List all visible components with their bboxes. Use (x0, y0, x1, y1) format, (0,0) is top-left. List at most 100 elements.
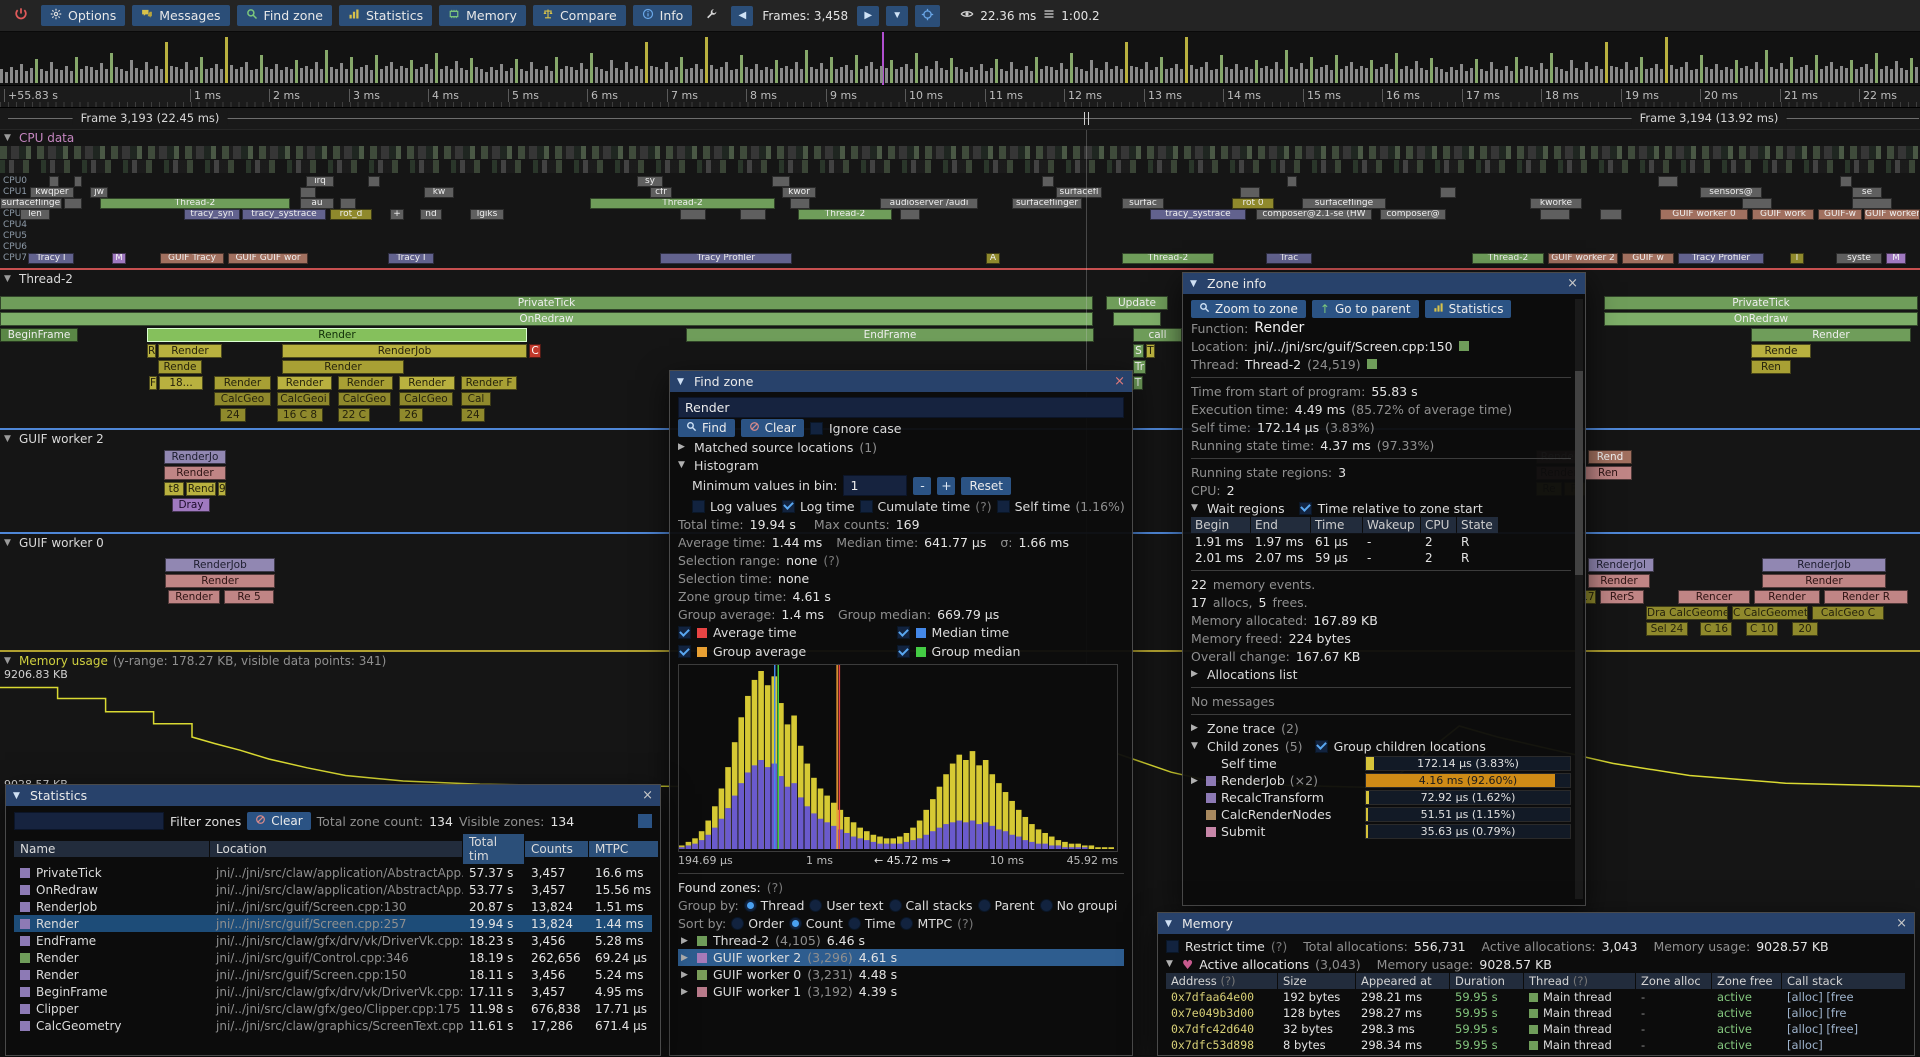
frame-bar[interactable] (170, 66, 173, 83)
legend-checkbox[interactable] (678, 626, 691, 639)
column-header-total-time[interactable]: Total tim (463, 834, 524, 864)
table-row[interactable]: EndFrame jni/../jni/src/claw/gfx/drv/vk/… (14, 932, 652, 949)
timeline-zone[interactable]: Tracy I (388, 253, 434, 264)
frame-bar[interactable] (1120, 69, 1123, 83)
zone-info-titlebar[interactable]: ▼ Zone info × (1183, 273, 1585, 294)
frame-bar[interactable] (15, 70, 18, 83)
frame-bar[interactable] (280, 70, 283, 83)
frame-bar[interactable] (1390, 69, 1393, 83)
frame-bar[interactable] (1495, 69, 1498, 83)
timeline-zone[interactable]: lgiks (470, 209, 504, 220)
timeline-zone[interactable]: Sel 24 (1646, 622, 1688, 636)
frame-bar[interactable] (940, 68, 943, 83)
time-ruler[interactable]: +55.83 s 1 ms 2 ms 3 ms 4 ms 5 ms 6 ms 7 ms 8 ms… (0, 86, 1920, 108)
frame-bar[interactable] (850, 70, 853, 83)
find-zone-histogram[interactable] (678, 664, 1118, 852)
timeline-zone[interactable] (1440, 187, 1456, 198)
frame-bar[interactable] (680, 57, 683, 83)
frame-bar[interactable] (500, 64, 503, 83)
zone-search-input[interactable]: Render (678, 397, 1124, 418)
frame-bar[interactable] (1365, 68, 1368, 83)
frame-bar[interactable] (445, 66, 448, 83)
frame-bar[interactable] (955, 67, 958, 83)
column-header-counts[interactable]: Counts (525, 841, 588, 857)
log-time-checkbox[interactable] (781, 499, 795, 513)
frame-bar[interactable] (45, 71, 48, 83)
frame-bar[interactable] (395, 69, 398, 83)
frame-bar[interactable] (795, 62, 798, 83)
frame-bar[interactable] (1235, 64, 1238, 83)
frame-bar[interactable] (505, 71, 508, 83)
frame-bar[interactable] (1200, 67, 1203, 83)
frame-bar[interactable] (455, 61, 458, 83)
timeline-zone[interactable] (1042, 176, 1054, 187)
timeline-zone[interactable]: Cal (461, 392, 491, 406)
timeline-zone[interactable] (74, 176, 82, 187)
timeline-zone[interactable]: Render (1754, 590, 1820, 604)
timeline-zone[interactable]: cfr (650, 187, 672, 198)
frame-bar[interactable] (595, 67, 598, 83)
frame-bar[interactable] (1620, 69, 1623, 83)
timeline-zone[interactable]: Tracy I (28, 253, 74, 264)
frame-bar[interactable] (665, 62, 668, 83)
frame-bar[interactable] (1185, 37, 1188, 83)
frame-bar[interactable] (485, 72, 488, 83)
frame-bar[interactable] (995, 59, 998, 83)
frame-bar[interactable] (230, 65, 233, 83)
frame-bar[interactable] (1215, 69, 1218, 83)
frame-bar[interactable] (1180, 69, 1183, 83)
frame-bar[interactable] (1715, 64, 1718, 83)
frame-bar[interactable] (1230, 69, 1233, 83)
timeline-zone[interactable]: call (1133, 328, 1182, 342)
frame-bar[interactable] (1405, 66, 1408, 83)
self-time-checkbox[interactable] (996, 499, 1010, 513)
timeline-zone[interactable]: surfaceflinge (0, 198, 62, 209)
allocation-thread[interactable]: Main thread (1524, 1038, 1636, 1052)
frame-bar[interactable] (420, 67, 423, 83)
allocation-thread[interactable]: Main thread (1524, 1022, 1636, 1036)
frame-bar[interactable] (1815, 55, 1818, 83)
frame-bar[interactable] (785, 66, 788, 83)
frame-bar[interactable] (865, 66, 868, 83)
frame-bar[interactable] (345, 69, 348, 83)
frame-bar[interactable] (275, 64, 278, 83)
frame-bar[interactable] (200, 57, 203, 83)
frame-bar[interactable] (885, 68, 888, 83)
column-header-size[interactable]: Size (1278, 973, 1355, 989)
frame-bar[interactable] (1785, 69, 1788, 83)
legend-checkbox[interactable] (678, 645, 691, 658)
frame-bar[interactable] (1275, 62, 1278, 83)
allocation-appeared[interactable]: 298.21 ms (1361, 990, 1423, 1004)
frame-bar[interactable] (1455, 70, 1458, 83)
frame-bar[interactable] (1485, 71, 1488, 83)
timeline-zone[interactable]: GUIF worker 2 (1864, 209, 1920, 220)
timeline-zone[interactable]: CalcGeo (214, 392, 271, 406)
frame-bar[interactable] (1205, 62, 1208, 83)
frame-bar[interactable] (1675, 69, 1678, 83)
frame-bar[interactable] (1680, 67, 1683, 83)
frame-bar[interactable] (685, 69, 688, 83)
frame-bar[interactable] (1725, 67, 1728, 83)
frame-bar[interactable] (960, 69, 963, 83)
frame-bar[interactable] (1550, 53, 1553, 83)
frame-bar[interactable] (1015, 69, 1018, 83)
frame-bar[interactable] (1700, 55, 1703, 83)
child-zones-toggle[interactable]: ▼ Child zones (5) Group children locations (1191, 738, 1486, 754)
timeline-zone[interactable]: jw (90, 187, 108, 198)
frame-bar[interactable] (1375, 69, 1378, 83)
frame-bar[interactable] (540, 70, 543, 83)
frame-bar[interactable] (1305, 69, 1308, 83)
timeline-zone[interactable]: Tr (1133, 360, 1146, 374)
frame-bar[interactable] (1330, 70, 1333, 83)
zone-group-row[interactable]: ▶ GUIF worker 0 (3,231) 4.48 s (678, 966, 1124, 983)
frame-bar[interactable] (840, 67, 843, 83)
column-header-name[interactable]: Name (14, 841, 209, 857)
frame-bar[interactable] (545, 66, 548, 83)
timeline-zone[interactable]: Ren (1584, 466, 1632, 480)
frame-label[interactable]: Frame 3,194 (13.92 ms) (1631, 111, 1787, 125)
frame-bar[interactable] (705, 37, 708, 83)
frame-bar[interactable] (1805, 65, 1808, 83)
timeline-zone[interactable]: surfacefl (1056, 187, 1102, 198)
frame-bar[interactable] (90, 67, 93, 83)
frame-bar[interactable] (105, 69, 108, 83)
